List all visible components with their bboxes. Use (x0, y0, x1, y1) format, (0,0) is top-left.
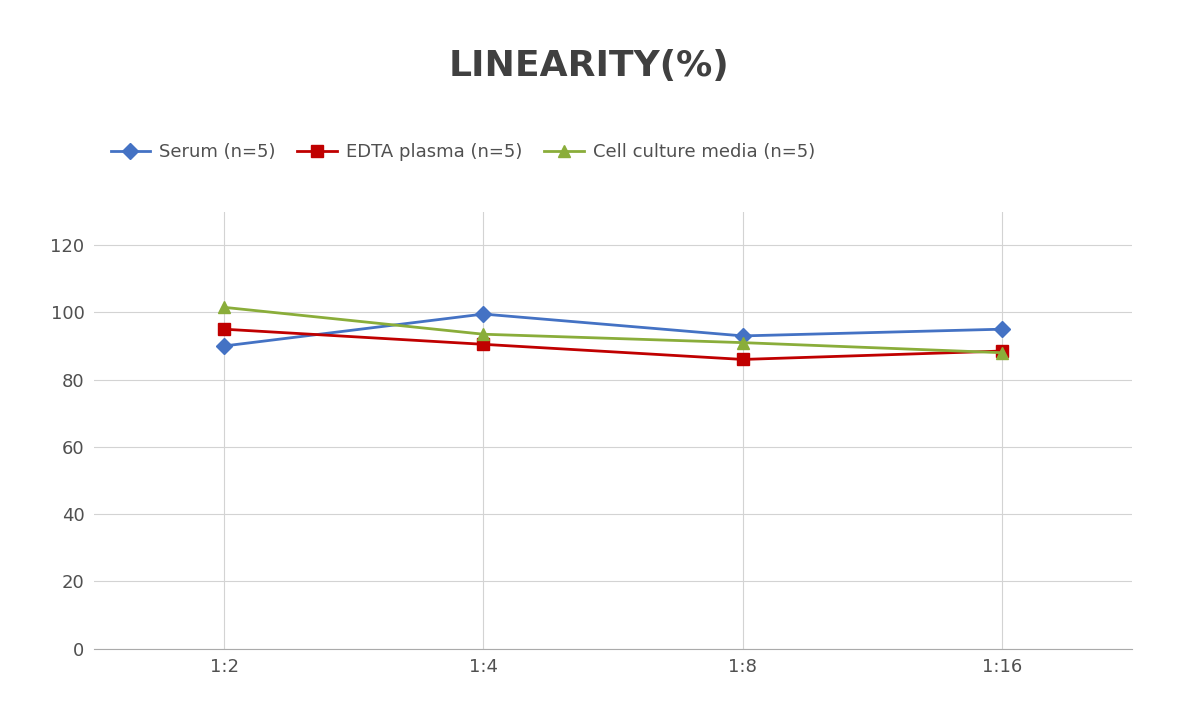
EDTA plasma (n=5) (995, 347, 1009, 355)
Cell culture media (n=5) (217, 303, 231, 312)
Line: EDTA plasma (n=5): EDTA plasma (n=5) (218, 324, 1008, 365)
EDTA plasma (n=5) (476, 340, 490, 348)
EDTA plasma (n=5) (217, 325, 231, 333)
Serum (n=5) (995, 325, 1009, 333)
Cell culture media (n=5) (476, 330, 490, 338)
Line: Serum (n=5): Serum (n=5) (218, 309, 1008, 352)
Line: Cell culture media (n=5): Cell culture media (n=5) (218, 302, 1008, 358)
Serum (n=5) (476, 309, 490, 318)
EDTA plasma (n=5) (736, 355, 750, 364)
Serum (n=5) (217, 342, 231, 350)
Text: LINEARITY(%): LINEARITY(%) (449, 49, 730, 83)
Legend: Serum (n=5), EDTA plasma (n=5), Cell culture media (n=5): Serum (n=5), EDTA plasma (n=5), Cell cul… (104, 136, 823, 168)
Cell culture media (n=5) (736, 338, 750, 347)
Serum (n=5) (736, 331, 750, 340)
Cell culture media (n=5) (995, 348, 1009, 357)
